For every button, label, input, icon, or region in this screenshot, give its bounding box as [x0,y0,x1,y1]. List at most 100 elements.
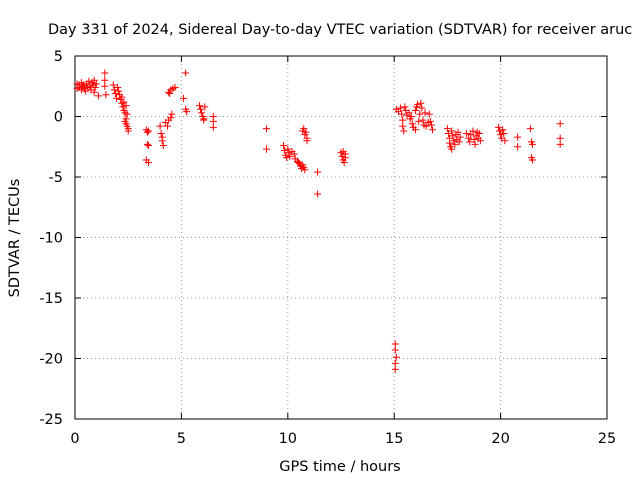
x-tick-label: 0 [70,431,79,447]
data-point [514,133,522,141]
data-point [314,168,322,176]
data-point [183,108,191,116]
data-point [391,359,399,367]
data-point [391,346,399,354]
data-point [284,145,292,153]
data-point [526,125,534,133]
data-point [500,129,508,137]
data-point [454,128,462,136]
data-point [303,137,311,145]
data-point [209,123,217,131]
data-point [301,166,309,174]
data-point [159,142,167,150]
data-point [182,69,190,77]
data-point [101,76,109,84]
y-tick-label: -20 [39,352,63,368]
data-point [101,82,109,90]
data-point [419,116,427,124]
data-point [144,142,152,150]
data-point [77,86,85,94]
data-point [399,116,407,124]
data-point [556,120,564,128]
data-point [294,158,302,166]
data-point [300,125,308,133]
chart-title: Day 331 of 2024, Sidereal Day-to-day VTE… [48,22,632,38]
data-point [122,115,130,123]
data-point [109,81,117,89]
data-point [143,140,151,148]
data-point [400,127,408,135]
data-point [195,102,203,110]
data-point [341,150,349,158]
data-point [167,114,175,122]
data-point [283,154,291,162]
data-points [73,69,564,373]
data-point [123,110,131,118]
data-point [263,125,271,133]
data-point [286,152,294,160]
data-point [469,127,477,135]
data-point [90,76,98,84]
data-point [443,125,451,133]
data-point [209,117,217,125]
data-point [455,138,463,146]
data-point [340,158,348,166]
data-point [496,127,504,135]
data-point [471,140,479,148]
x-tick-label: 10 [279,431,297,447]
data-point [144,158,152,166]
data-point [281,146,289,154]
data-point [112,94,120,102]
y-tick-label: 5 [54,49,63,65]
data-point [92,80,100,88]
data-point [446,139,454,147]
data-point [465,134,473,142]
data-point [529,156,537,164]
data-point [497,131,505,139]
data-point [427,121,435,129]
x-axis-label: GPS time / hours [279,459,400,475]
data-point [476,137,484,145]
data-point [417,99,425,107]
data-point [302,128,310,136]
data-point [467,131,475,139]
data-point [408,120,416,128]
data-point [118,93,126,101]
data-point [166,90,174,98]
y-tick-label: -25 [39,412,63,428]
data-point [494,123,502,131]
data-point [421,109,429,117]
y-tick-label: -15 [39,291,63,307]
data-point [556,140,564,148]
data-point [405,109,413,117]
x-tick-label: 15 [385,431,403,447]
y-axis-label: SDTVAR / TECUs [7,179,23,298]
data-point [198,109,206,117]
data-point [91,83,99,91]
data-point [451,140,459,148]
data-point [200,116,208,124]
data-point [90,88,98,96]
data-point [120,98,128,106]
data-point [448,145,456,153]
data-point [180,94,188,102]
data-point [314,190,322,198]
data-point [414,100,422,108]
data-point [115,87,123,95]
data-point [143,128,151,136]
data-point [280,142,288,150]
data-point [80,81,88,89]
data-point [415,117,423,125]
data-point [514,143,522,151]
data-point [398,110,406,118]
data-point [475,129,483,137]
data-point [407,113,415,120]
y-tick-label: -5 [49,170,63,186]
x-tick-label: 20 [491,431,509,447]
data-point [456,133,464,141]
data-point [94,92,102,100]
data-point [197,105,205,113]
data-point [102,91,110,99]
